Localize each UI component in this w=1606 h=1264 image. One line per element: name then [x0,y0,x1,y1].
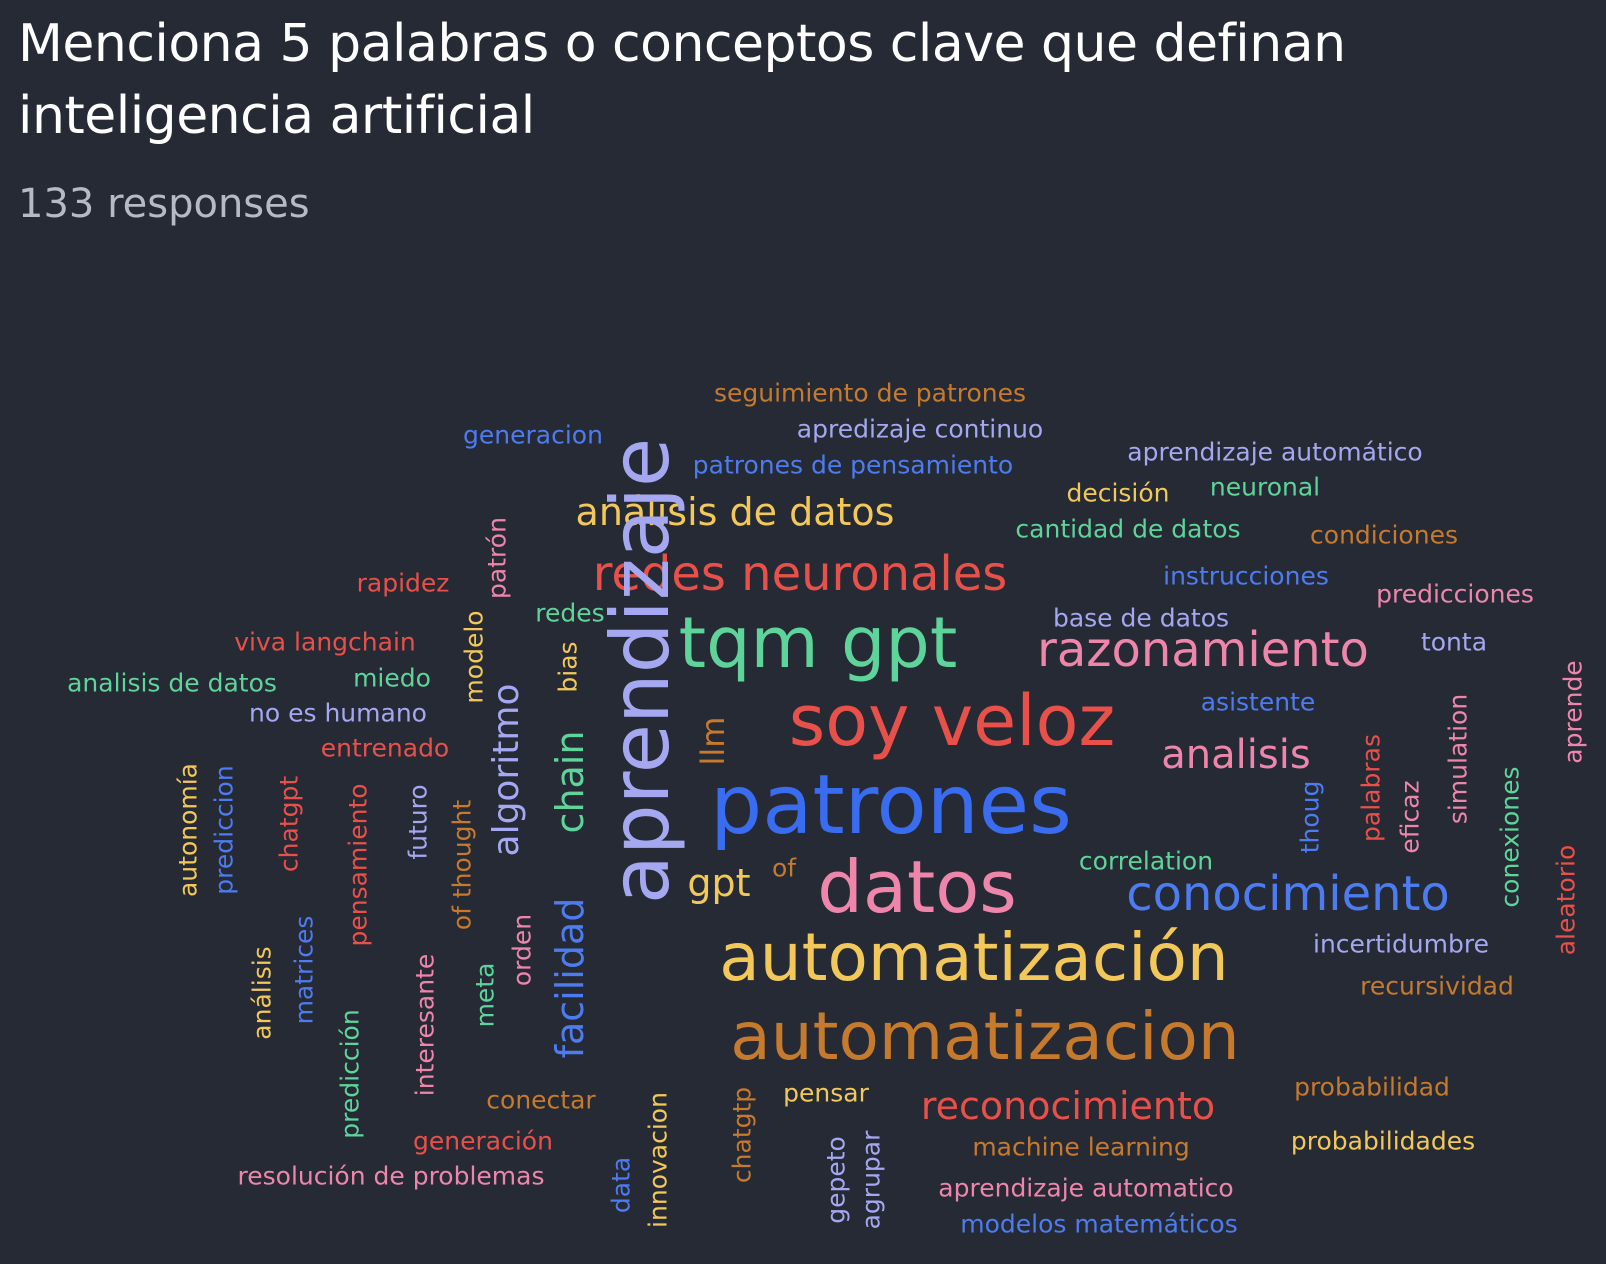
word-analisis: análisis [247,946,277,1040]
word-machine-learning: machine learning [972,1132,1190,1162]
word-apredizaje-continuo: apredizaje continuo [796,414,1044,444]
word-analisis-de-datos: análisis de datos [575,490,895,534]
word-orden: orden [507,913,537,987]
word-aprendizaje-automatico: aprendizaje automatico [938,1173,1234,1203]
word-entrenado: entrenado [320,733,450,763]
word-cantidad-de-datos: cantidad de datos [1015,514,1241,544]
word-agrupar: agrupar [856,1130,886,1230]
word-matrices: matrices [289,915,319,1025]
word-rapidez: rapidez [356,568,450,598]
question-title: Menciona 5 palabras o conceptos clave qu… [18,14,1346,146]
word-facilidad: facilidad [548,897,592,1059]
word-algoritmo: algoritmo [486,683,527,857]
word-redes-neuronales: redes neuronales [592,546,1008,602]
word-of: of [771,853,797,883]
word-aleatorio: aleatorio [1551,844,1581,956]
word-pensar: pensar [783,1078,869,1108]
word-automatizacion: automatización [719,919,1229,996]
word-gepeto: gepeto [821,1136,851,1224]
word-patrones: patrones [710,758,1072,853]
word-analisis: analisis [1161,732,1311,778]
word-eficaz: eficaz [1395,780,1425,854]
word-thoug: thoug [1295,780,1325,854]
word-conexiones: conexiones [1495,766,1525,908]
word-futuro: futuro [403,784,433,860]
word-simulation: simulation [1443,693,1473,825]
word-modelo: modelo [459,610,489,704]
word-correlation: correlation [1078,846,1214,876]
word-patron: patrón [482,517,512,599]
word-innovacion: innovacion [643,1092,673,1228]
word-prediccion: predicción [335,1009,365,1139]
word-base-de-datos: base de datos [1052,603,1230,633]
word-chain: chain [548,730,592,834]
word-decision: decisión [1066,478,1170,508]
word-viva-langchain: viva langchain [234,627,416,657]
word-autonomia: autonomía [173,762,203,898]
word-meta: meta [470,962,500,1028]
word-analisis-de-datos: analisis de datos [67,668,277,698]
word-generacion: generacion [463,420,603,450]
word-bias: bias [553,641,583,693]
word-aprendizaje: aprendizaje [594,437,687,905]
word-modelos-matematicos: modelos matemáticos [960,1209,1238,1239]
word-palabras: palabras [1356,734,1386,842]
word-chatgtp: chatgtp [727,1086,757,1184]
word-pensamiento: pensamiento [343,783,373,947]
word-razonamiento: razonamiento [1037,622,1369,678]
word-conocimiento: conocimiento [1126,866,1450,922]
word-aprende: aprende [1558,660,1588,764]
word-tqm-gpt: tqm gpt [678,602,958,684]
word-aprendizaje-automatico: aprendizaje automático [1127,437,1423,467]
word-reconocimiento: reconocimiento [920,1084,1216,1128]
word-resolucion-de-problemas: resolución de problemas [237,1161,545,1191]
word-datos: datos [817,845,1017,929]
response-count: 133 responses [18,181,310,227]
word-redes: redes [535,598,605,628]
word-generacion: generación [413,1126,553,1156]
word-incertidumbre: incertidumbre [1313,929,1489,959]
word-miedo: miedo [353,663,431,693]
word-predicciones: predicciones [1376,579,1534,609]
word-soy-veloz: soy veloz [788,680,1116,762]
word-automatizacion: automatizacion [730,998,1240,1075]
word-neuronal: neuronal [1209,472,1321,502]
word-chatgpt: chatgpt [274,775,304,873]
word-data: data [606,1156,636,1214]
word-probabilidades: probabilidades [1290,1126,1476,1156]
word-gpt: gpt [687,861,751,905]
word-no-es-humano: no es humano [249,698,427,728]
word-recursividad: recursividad [1360,971,1514,1001]
word-asistente: asistente [1200,687,1316,717]
word-instrucciones: instrucciones [1163,561,1329,591]
word-condiciones: condiciones [1310,520,1458,550]
word-interesante: interesante [410,953,440,1097]
word-prediccion: prediccion [209,765,239,895]
word-tonta: tonta [1420,627,1488,657]
word-seguimiento-de-patrones: seguimiento de patrones [713,378,1027,408]
word-of-thought: of thought [447,799,477,931]
word-patrones-de-pensamiento: patrones de pensamiento [692,450,1014,480]
word-probabilidad: probabilidad [1294,1072,1450,1102]
word-conectar: conectar [486,1085,596,1115]
